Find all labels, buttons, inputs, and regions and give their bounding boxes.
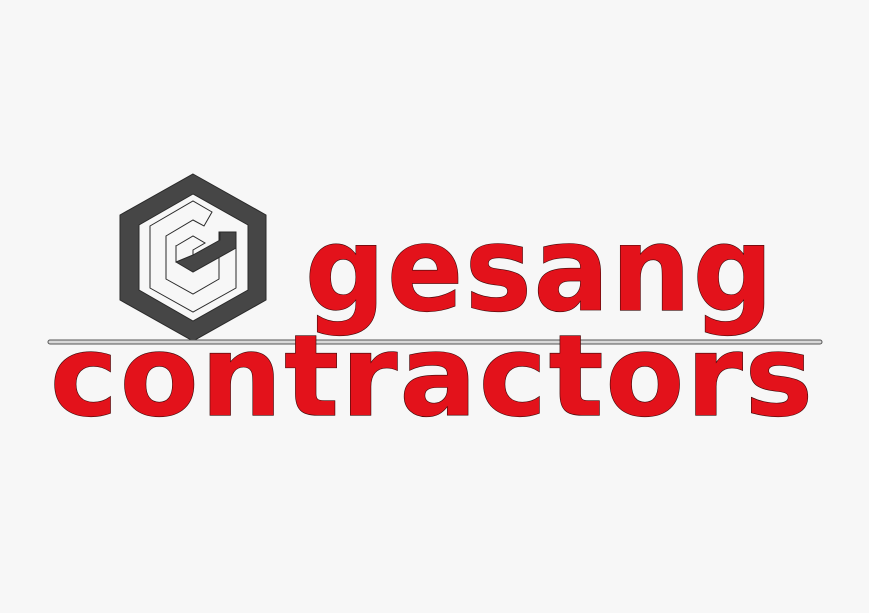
hexagon-g-icon bbox=[119, 173, 267, 342]
wordmark-line1: gesang bbox=[305, 200, 775, 338]
wordmark-line2: contractors bbox=[50, 312, 815, 442]
divider-rule bbox=[47, 339, 823, 345]
